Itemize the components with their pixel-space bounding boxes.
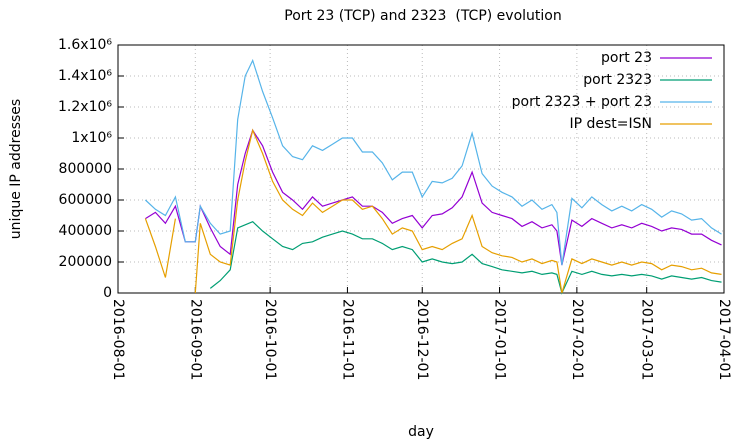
y-tick-label: 1x10⁶ [71, 130, 112, 146]
series-line [145, 128, 722, 266]
x-tick-label: 2017-03-01 [639, 299, 655, 380]
y-tick-label: 800000 [59, 161, 112, 177]
legend-label: IP dest=ISN [569, 116, 652, 132]
x-tick-label: 2017-02-01 [569, 299, 585, 380]
y-tick-label: 1.6x10⁶ [58, 37, 112, 53]
x-tick-label: 2016-11-01 [339, 299, 355, 380]
x-tick-label: 2016-12-01 [414, 299, 430, 380]
x-tick-label: 2016-08-01 [110, 299, 126, 380]
y-tick-label: 600000 [59, 192, 112, 208]
y-tick-label: 1.4x10⁶ [58, 68, 112, 84]
y-tick-label: 0 [103, 285, 112, 301]
y-axis-label: unique IP addresses [8, 99, 24, 239]
legend-label: port 23 [601, 50, 652, 66]
legend-label: port 2323 [583, 72, 652, 88]
legend-label: port 2323 + port 23 [512, 94, 652, 110]
y-tick-label: 200000 [59, 254, 112, 270]
x-axis-label: day [408, 424, 434, 440]
series-line [144, 128, 722, 294]
x-tick-label: 2017-01-01 [492, 299, 508, 380]
y-tick-label: 1.2x10⁶ [58, 99, 112, 115]
y-tick-label: 400000 [59, 223, 112, 239]
plot-border [117, 44, 725, 294]
series-line [144, 58, 722, 266]
x-tick-label: 2016-10-01 [262, 299, 278, 380]
series-line [209, 220, 722, 295]
x-tick-label: 2016-09-01 [187, 299, 203, 380]
chart-title: Port 23 (TCP) and 2323 (TCP) evolution [284, 8, 561, 24]
x-tick-label: 2017-04-01 [716, 299, 732, 380]
